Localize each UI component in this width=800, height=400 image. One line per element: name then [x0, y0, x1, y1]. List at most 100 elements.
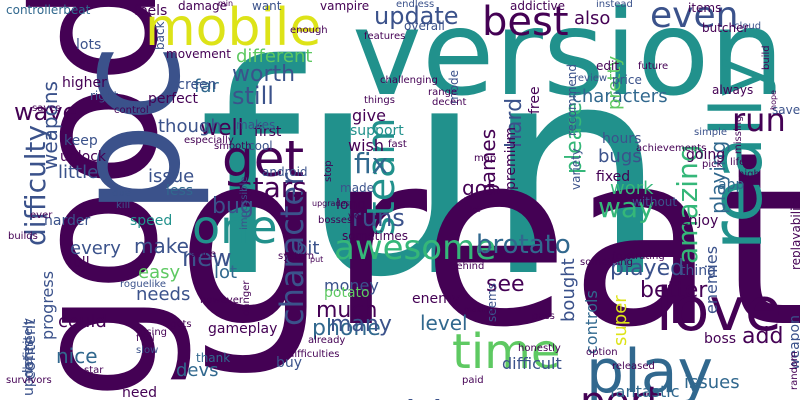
- word: boss: [704, 331, 737, 347]
- word: bought: [558, 258, 579, 322]
- word: still: [232, 82, 274, 110]
- word: needs: [136, 284, 191, 305]
- word: due: [112, 188, 131, 199]
- word: hope: [769, 90, 778, 110]
- word: little: [58, 162, 99, 183]
- word: time: [452, 324, 561, 380]
- word: work: [610, 178, 654, 199]
- word: weapons: [38, 81, 62, 170]
- word: thing: [680, 263, 717, 279]
- word: phone: [312, 316, 381, 341]
- word: right: [90, 89, 119, 103]
- word: yet: [348, 211, 364, 222]
- word: impossible: [239, 176, 250, 230]
- word: much: [316, 298, 378, 323]
- word: missing: [733, 115, 744, 154]
- word: want: [252, 0, 282, 13]
- word: higher: [62, 75, 107, 91]
- word: roguelike: [120, 279, 166, 290]
- word: fun: [198, 4, 668, 341]
- word: android: [262, 165, 308, 179]
- word: behind: [450, 261, 485, 272]
- word: made: [340, 181, 375, 195]
- word: pick: [702, 159, 723, 170]
- word: wish: [348, 136, 385, 155]
- word: challenging: [380, 75, 438, 86]
- word: hours: [602, 131, 642, 147]
- word: could: [58, 311, 107, 332]
- word: would: [318, 396, 443, 400]
- word: gameplay: [208, 321, 278, 337]
- word: going: [686, 147, 726, 163]
- word: money: [324, 276, 379, 295]
- word: variety: [569, 148, 583, 190]
- word: different: [236, 46, 313, 67]
- word: way: [598, 191, 655, 224]
- word: enemy: [412, 291, 461, 307]
- word: instead: [596, 0, 633, 10]
- word: support: [350, 123, 404, 139]
- word: save: [772, 103, 800, 117]
- word: well: [200, 116, 244, 141]
- word: long: [336, 197, 367, 213]
- word: first: [254, 124, 282, 140]
- word: stars: [238, 171, 307, 204]
- word: far: [194, 76, 219, 97]
- word: high: [738, 169, 760, 180]
- word: control: [114, 105, 149, 116]
- word: always: [712, 83, 754, 97]
- word: build: [761, 45, 772, 70]
- word: since: [190, 249, 216, 260]
- word: seems: [485, 283, 499, 322]
- word: better: [640, 278, 708, 303]
- word: difficult: [502, 354, 562, 373]
- word: gets: [170, 319, 192, 330]
- word: released: [612, 361, 655, 372]
- word: something: [580, 257, 633, 268]
- word: worth: [232, 62, 296, 87]
- word: things: [364, 95, 395, 106]
- word: sometimes: [342, 229, 409, 243]
- word: best: [482, 0, 569, 45]
- word: got: [462, 176, 495, 200]
- word: lots: [76, 37, 102, 53]
- word: every: [70, 238, 121, 259]
- word: super: [610, 295, 631, 346]
- word: issue: [148, 166, 195, 187]
- word: thank: [196, 351, 231, 365]
- word: version: [352, 0, 785, 122]
- word: upgrades: [312, 199, 350, 208]
- word: screen: [170, 77, 217, 93]
- word: need: [122, 385, 157, 400]
- word: perfect: [148, 91, 198, 107]
- word: price: [612, 73, 642, 87]
- word: system: [278, 251, 315, 262]
- word: simple: [694, 127, 728, 138]
- word: buy: [276, 355, 303, 371]
- word: new: [182, 244, 232, 272]
- word: items: [688, 1, 722, 15]
- word: let: [470, 205, 481, 214]
- word: controls: [582, 290, 601, 354]
- word: free: [527, 86, 543, 114]
- word: played: [610, 256, 685, 281]
- word: danger: [241, 280, 252, 316]
- word: future: [638, 61, 669, 72]
- word: back: [153, 21, 167, 50]
- word: fix: [354, 147, 389, 180]
- word: makes: [236, 118, 276, 132]
- word: fast: [388, 139, 407, 150]
- word: make: [134, 234, 189, 258]
- word: feel: [136, 333, 155, 344]
- word: awesome: [334, 228, 497, 268]
- word: cool: [248, 139, 273, 153]
- word: replayability: [789, 195, 800, 270]
- word: bit: [296, 238, 320, 259]
- word: full: [68, 255, 90, 271]
- word: port: [580, 382, 662, 400]
- word: premium: [503, 127, 519, 190]
- word: pass: [532, 311, 555, 322]
- word: see: [486, 272, 525, 297]
- word: controllerbeat: [6, 3, 91, 17]
